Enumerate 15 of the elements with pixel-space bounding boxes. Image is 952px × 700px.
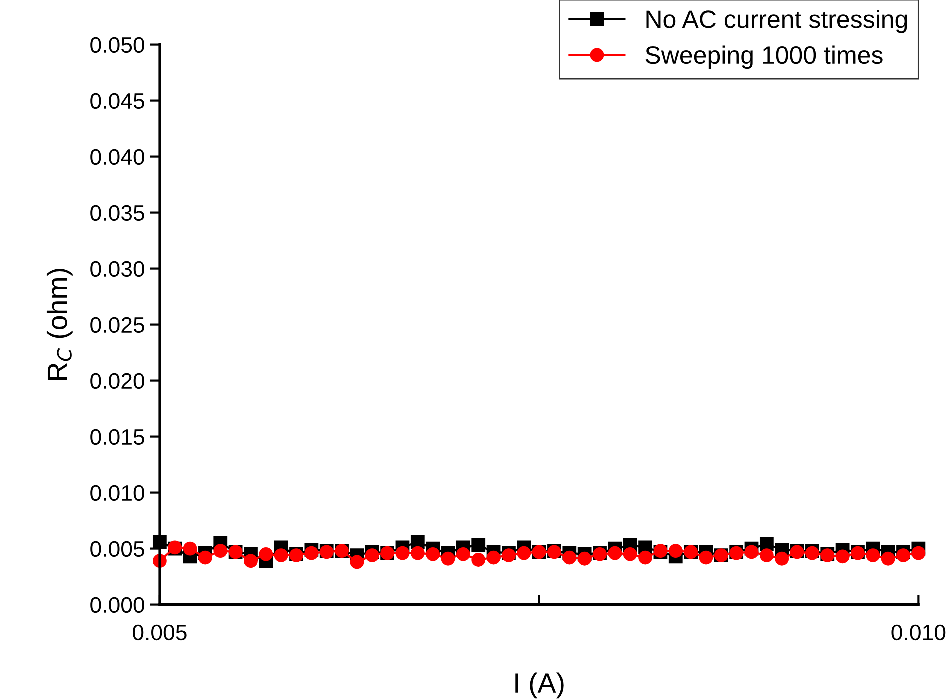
y-tick-label: 0.025: [90, 317, 144, 334]
y-tick-label: 0.000: [90, 597, 144, 614]
y-tick-label: 0.020: [90, 373, 144, 390]
y-tick-label: 0.050: [90, 37, 144, 54]
y-tick-label: 0.010: [90, 485, 144, 502]
x-axis-title: I (A): [516, 672, 564, 699]
y-tick-label: 0.005: [90, 541, 144, 558]
y-tick-label: 0.040: [90, 149, 144, 166]
y-tick-label: 0.015: [90, 429, 144, 446]
legend-label: Sweeping 1000 times: [646, 46, 883, 70]
y-tick-label: 0.045: [90, 93, 144, 110]
y-axis-title: R$_{C}$ (ohm): [46, 269, 73, 380]
legend-label: No AC current stressing: [646, 10, 908, 34]
y-tick-label: 0.030: [90, 261, 144, 278]
y-tick-label: 0.035: [90, 205, 144, 222]
